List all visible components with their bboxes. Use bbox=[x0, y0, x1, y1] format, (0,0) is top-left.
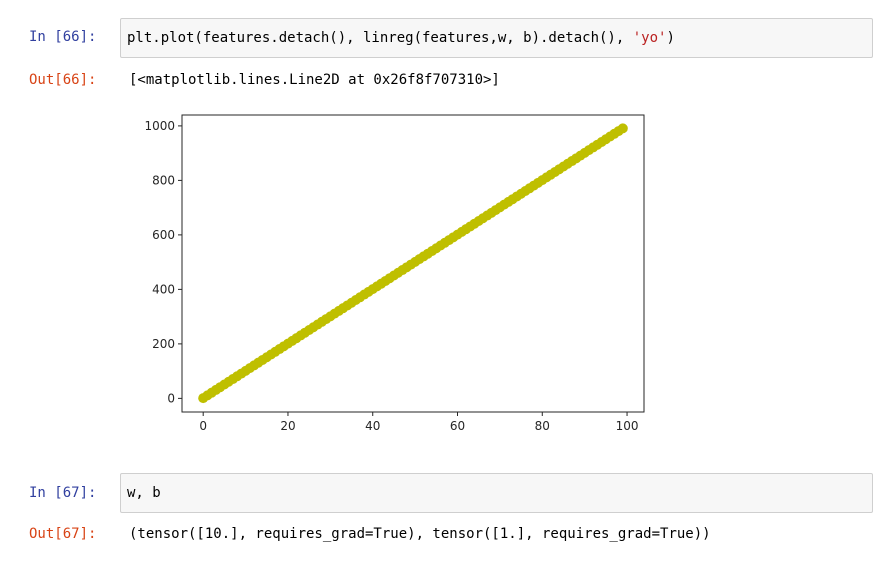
output-text-66: [<matplotlib.lines.Line2D at 0x26f8f7073… bbox=[129, 72, 500, 88]
code-segment: ) bbox=[666, 30, 675, 46]
x-tick-label: 40 bbox=[365, 419, 380, 433]
axes-frame bbox=[181, 114, 645, 413]
data-point bbox=[617, 123, 628, 134]
x-tick-label: 60 bbox=[450, 419, 465, 433]
output-prompt-67: Out[67]: bbox=[29, 526, 97, 542]
y-tick-label: 400 bbox=[152, 282, 175, 296]
code-line-67: w, b bbox=[127, 485, 161, 501]
y-tick-label: 0 bbox=[167, 391, 175, 405]
output-prompt-66: Out[66]: bbox=[29, 72, 97, 88]
y-tick-label: 200 bbox=[152, 337, 175, 351]
x-tick-label: 100 bbox=[616, 419, 639, 433]
code-cell-67[interactable]: w, b bbox=[120, 473, 873, 513]
input-prompt-67: In [67]: bbox=[29, 485, 97, 501]
x-tick-label: 20 bbox=[280, 419, 295, 433]
code-string-token: 'yo' bbox=[632, 30, 667, 46]
y-tick-label: 600 bbox=[152, 228, 175, 242]
plot-output: 0 20 40 60 80 100 0 200 400 600 800 1000 bbox=[130, 108, 670, 448]
output-text-67: (tensor([10.], requires_grad=True), tens… bbox=[129, 526, 711, 542]
input-prompt-66: In [66]: bbox=[29, 29, 97, 45]
y-tick-label: 1000 bbox=[144, 119, 175, 133]
code-line-66: plt.plot(features.detach(), linreg(featu… bbox=[127, 28, 675, 48]
x-tick-label: 80 bbox=[535, 419, 550, 433]
y-tick-label: 800 bbox=[152, 173, 175, 187]
code-segment: plt.plot(features.detach(), linreg(featu… bbox=[127, 30, 633, 46]
code-cell-66[interactable]: plt.plot(features.detach(), linreg(featu… bbox=[120, 18, 873, 58]
x-tick-label: 0 bbox=[199, 419, 207, 433]
